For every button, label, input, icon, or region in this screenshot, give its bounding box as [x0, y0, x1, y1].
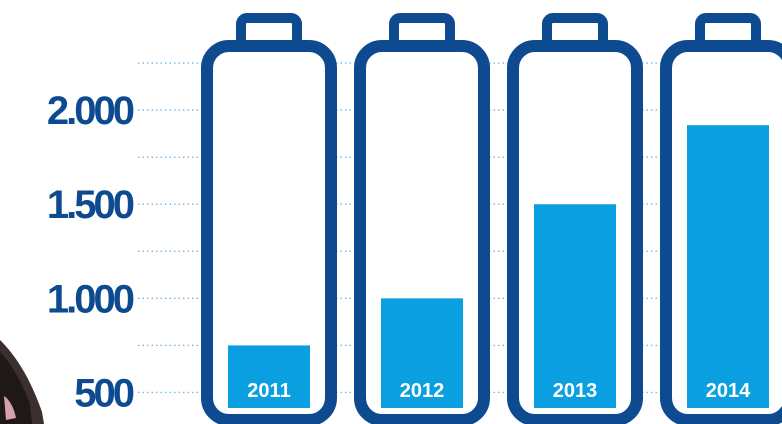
battery-2012: 2012 [354, 13, 490, 424]
category-label: 2014 [706, 380, 751, 402]
y-tick-label: 1.500 [47, 183, 134, 227]
bar-2014 [687, 125, 769, 409]
battery-2014: 2014 [660, 13, 782, 424]
y-tick-label: 500 [74, 371, 133, 415]
category-label: 2013 [553, 380, 598, 402]
category-label: 2011 [247, 380, 290, 402]
battery-2013: 2013 [507, 13, 643, 424]
bar-2013 [534, 204, 616, 408]
battery-2011: 2011 [201, 13, 337, 424]
y-tick-label: 2.000 [47, 89, 134, 133]
photo-fragment [0, 340, 44, 424]
y-tick-label: 1.000 [47, 277, 134, 321]
y-axis-ticks: 500 1.000 1.500 2.000 [47, 89, 137, 415]
bar-2012 [381, 298, 463, 408]
bar-2011 [228, 345, 310, 408]
battery-bars: 2011 2012 2013 2014 [201, 13, 782, 424]
category-label: 2012 [400, 380, 445, 402]
battery-body [201, 40, 337, 424]
